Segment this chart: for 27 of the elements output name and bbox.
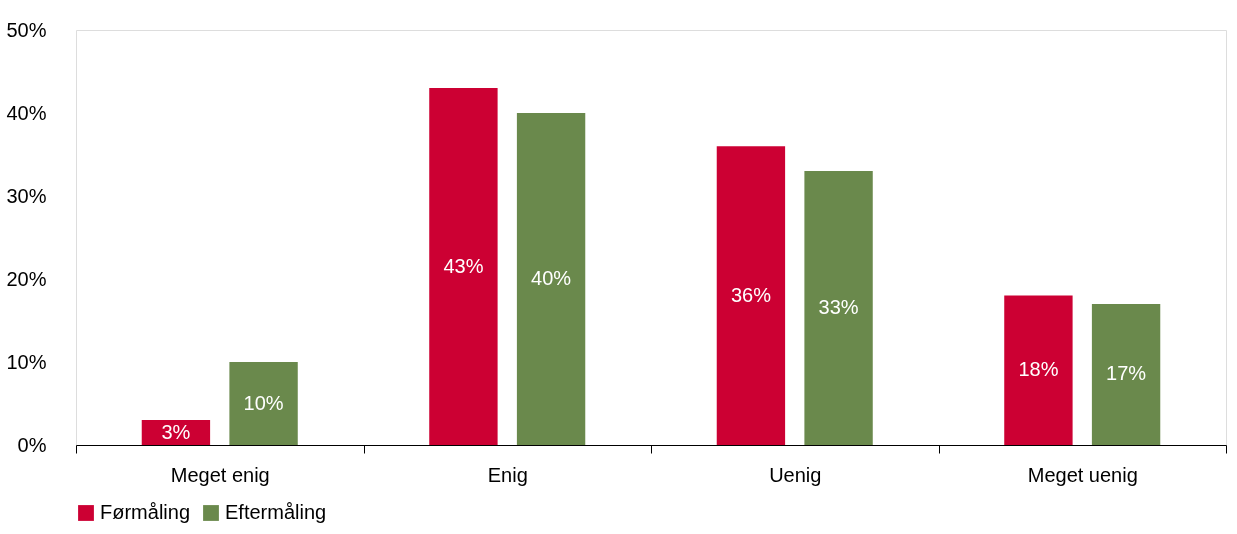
x-tick-label: Meget enig bbox=[170, 463, 270, 486]
x-tick-label: Uenig bbox=[769, 463, 822, 486]
data-label: 43% bbox=[443, 254, 484, 277]
y-tick-label: 30% bbox=[6, 184, 47, 207]
bar bbox=[516, 113, 586, 445]
data-label: 40% bbox=[531, 267, 572, 289]
y-tick-label: 10% bbox=[6, 350, 47, 373]
bar bbox=[229, 362, 298, 445]
data-label: 33% bbox=[818, 296, 859, 319]
legend-label: Eftermåling bbox=[225, 501, 327, 523]
bar bbox=[716, 146, 786, 445]
data-label: 18% bbox=[1018, 358, 1059, 381]
data-label: 3% bbox=[161, 420, 191, 443]
x-tick-label: Enig bbox=[487, 463, 528, 486]
bar bbox=[429, 88, 498, 445]
data-label: 17% bbox=[1106, 362, 1147, 385]
y-tick-label: 20% bbox=[6, 267, 47, 290]
y-tick-label: 40% bbox=[6, 101, 47, 124]
bar bbox=[1004, 295, 1073, 445]
x-tick-label: Meget uenig bbox=[1027, 463, 1138, 486]
y-tick-label: 50% bbox=[6, 18, 47, 41]
bar bbox=[1091, 303, 1161, 445]
data-label: 10% bbox=[243, 391, 284, 414]
y-tick-label: 0% bbox=[17, 433, 47, 456]
legend-label: Førmåling bbox=[100, 501, 191, 523]
bar bbox=[804, 171, 873, 445]
data-label: 36% bbox=[730, 283, 772, 306]
